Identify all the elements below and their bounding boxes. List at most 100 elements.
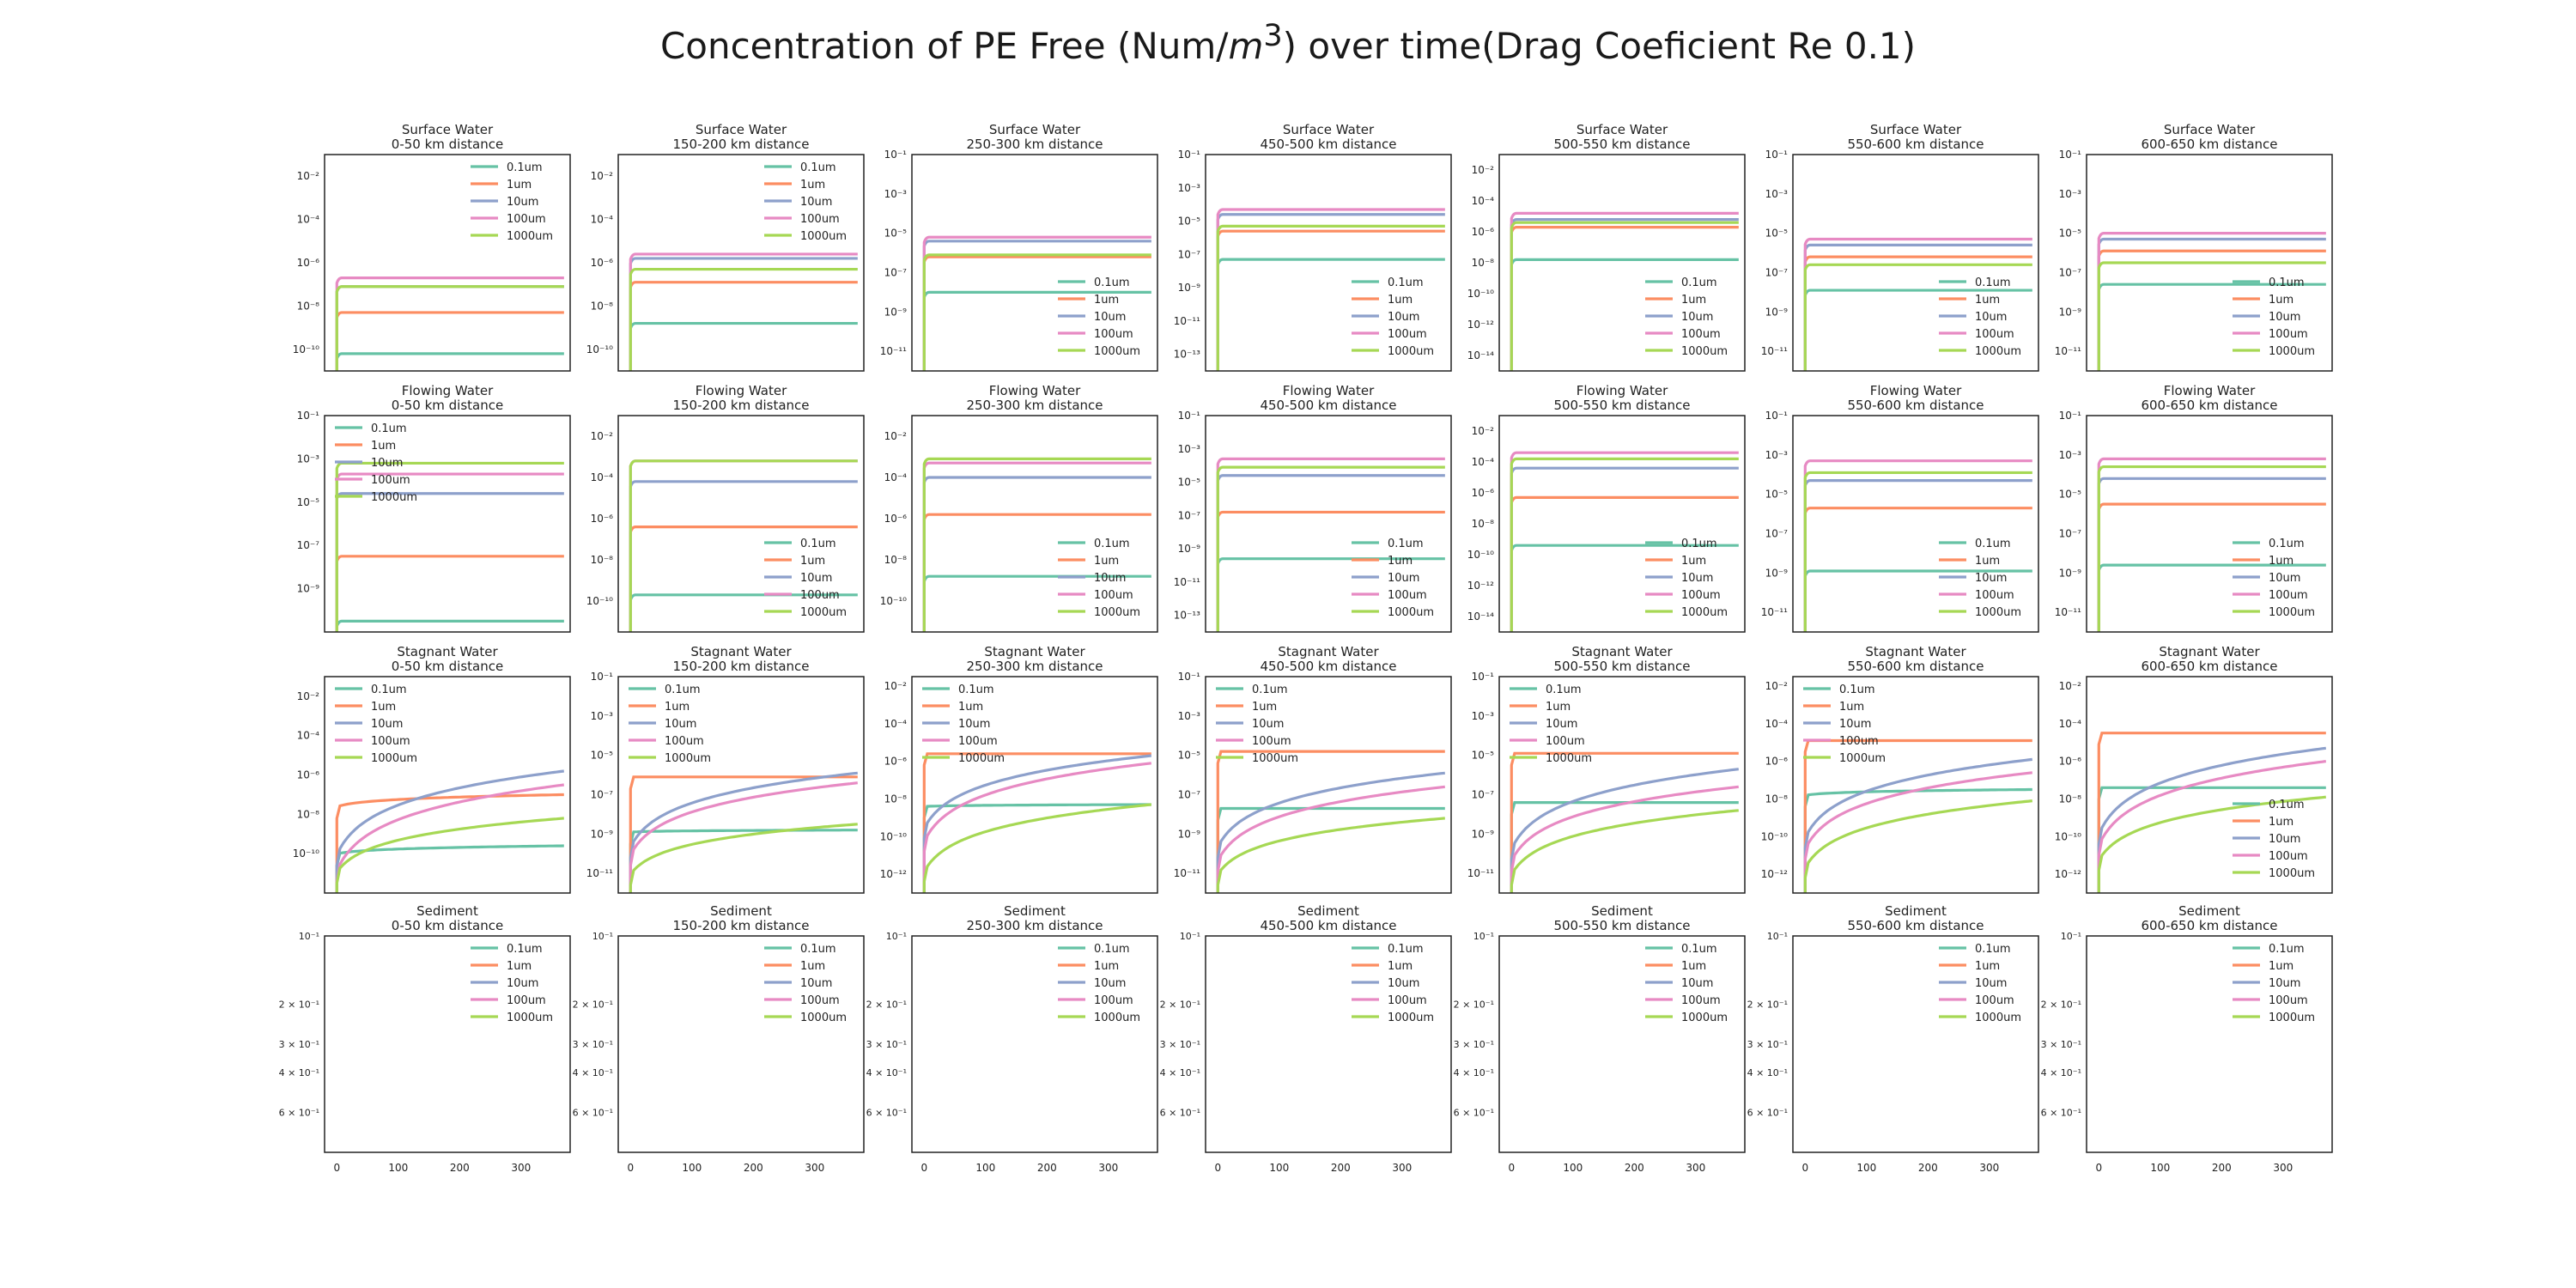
legend-label: 1um <box>1252 701 1277 714</box>
y-tick-label: 10⁻² <box>591 170 614 182</box>
y-tick-label: 10⁻¹ <box>1472 671 1495 683</box>
y-tick-label: 10⁻⁸ <box>1765 793 1789 805</box>
panel-frame <box>911 154 1158 372</box>
legend-label: 1um <box>1388 960 1413 973</box>
y-tick-label: 6 × 10⁻¹ <box>279 1107 319 1118</box>
legend-label: 1um <box>1975 294 2000 307</box>
series-line-1000um <box>629 823 858 893</box>
y-tick-label: 10⁻¹ <box>886 931 907 942</box>
legend-label: 0.1um <box>2269 943 2305 956</box>
y-tick-label: 10⁻³ <box>2059 188 2082 200</box>
series-lines <box>922 752 1151 893</box>
panel-subtitle: 450-500 km distance <box>1260 659 1396 674</box>
y-tick-label: 2 × 10⁻¹ <box>573 999 613 1010</box>
series-line-0_1um <box>1510 801 1739 893</box>
legend-label: 100um <box>1094 994 1133 1007</box>
series-line-1000um <box>1216 224 1445 371</box>
series-line-1um <box>1216 750 1445 893</box>
legend-label: 1um <box>1546 701 1571 714</box>
y-tick-label: 10⁻² <box>1765 680 1789 692</box>
legend-label: 1000um <box>507 230 553 243</box>
y-tick-label: 4 × 10⁻¹ <box>1747 1067 1788 1078</box>
panel-subtitle: 150-200 km distance <box>672 398 809 413</box>
series-line-1um <box>629 775 858 893</box>
y-tick-label: 10⁻¹ <box>1767 931 1788 942</box>
y-tick-label: 10⁻⁵ <box>1178 750 1201 762</box>
x-tick-label: 200 <box>1625 1162 1644 1174</box>
y-tick-label: 10⁻² <box>884 680 908 692</box>
legend-label: 10um <box>1388 572 1419 585</box>
panel-title: Sediment <box>710 903 772 919</box>
series-lines <box>629 252 858 371</box>
legend-label: 1000um <box>371 491 417 504</box>
legend-label: 1um <box>800 960 825 973</box>
y-tick-label: 10⁻⁵ <box>297 496 320 508</box>
y-tick-label: 10⁻⁷ <box>1765 527 1789 539</box>
legend-label: 10um <box>1388 311 1419 324</box>
series-line-1um <box>2097 732 2326 893</box>
legend-label: 100um <box>1975 328 2014 341</box>
legend-label: 1um <box>1094 294 1119 307</box>
series-line-1000um <box>922 803 1151 893</box>
legend-label: 1000um <box>800 1012 847 1024</box>
panel-subtitle: 450-500 km distance <box>1260 918 1396 933</box>
legend: 0.1um 1um 10um 100um 1000um <box>1803 683 1886 765</box>
legend-label: 1000um <box>2269 345 2315 358</box>
panel-title: Surface Water <box>989 122 1081 137</box>
series-line-10um <box>1803 757 2032 893</box>
legend: 0.1um 1um 10um 100um 1000um <box>764 538 847 619</box>
y-tick-label: 10⁻⁸ <box>591 300 614 312</box>
y-tick-label: 10⁻⁶ <box>2059 756 2082 768</box>
legend-label: 1000um <box>1975 606 2021 619</box>
legend-label: 100um <box>800 589 840 602</box>
panel-subtitle: 500-550 km distance <box>1553 137 1690 152</box>
y-tick-label: 4 × 10⁻¹ <box>1160 1067 1200 1078</box>
y-tick-label: 10⁻⁷ <box>884 266 908 278</box>
y-tick-label: 10⁻¹ <box>884 149 908 161</box>
x-tick-label: 300 <box>1098 1162 1118 1174</box>
series-line-10um <box>335 285 564 371</box>
panel-subtitle: 450-500 km distance <box>1260 137 1396 152</box>
legend-label: 0.1um <box>507 161 543 174</box>
y-tick-label: 10⁻⁴ <box>1472 195 1495 207</box>
y-tick-label: 10⁻¹¹ <box>2055 345 2081 357</box>
legend-label: 100um <box>507 213 546 226</box>
series-line-100um <box>1510 451 1739 632</box>
series-line-100um <box>1803 459 2032 632</box>
legend-label: 10um <box>1681 977 1713 990</box>
panel-subtitle: 0-50 km distance <box>392 659 503 674</box>
legend-label: 0.1um <box>1681 276 1717 289</box>
legend-label: 0.1um <box>1681 538 1717 550</box>
panel-subtitle: 500-550 km distance <box>1553 659 1690 674</box>
legend-label: 100um <box>1681 589 1721 602</box>
panel-title: Sediment <box>1591 903 1653 919</box>
y-tick-label: 10⁻⁹ <box>591 828 614 840</box>
y-tick-label: 10⁻⁸ <box>591 554 614 566</box>
series-line-10um <box>335 769 564 893</box>
x-tick-label: 0 <box>627 1162 634 1174</box>
panel-subtitle: 250-300 km distance <box>966 137 1103 152</box>
panel-title: Surface Water <box>402 122 494 137</box>
x-tick-label: 100 <box>388 1162 408 1174</box>
legend-label: 10um <box>1975 311 2007 324</box>
series-line-1000um <box>2097 261 2326 371</box>
legend-label: 0.1um <box>958 683 994 696</box>
y-tick-label: 3 × 10⁻¹ <box>279 1039 319 1050</box>
legend-label: 100um <box>1546 735 1585 748</box>
y-tick-label: 10⁻² <box>591 430 614 442</box>
series-line-1000um <box>922 253 1151 371</box>
y-tick-label: 10⁻⁸ <box>297 808 320 820</box>
y-tick-label: 10⁻¹¹ <box>1761 345 1788 357</box>
title-suffix: ) over time(Drag Coeficient Re 0.1) <box>1282 25 1917 67</box>
panel-frame <box>1498 676 1746 894</box>
series-line-100um <box>335 783 565 893</box>
y-tick-label: 10⁻⁴ <box>297 214 320 226</box>
legend-label: 10um <box>371 718 403 731</box>
x-tick-label: 300 <box>805 1162 824 1174</box>
x-tick-label: 200 <box>450 1162 470 1174</box>
y-tick-label: 10⁻¹⁰ <box>2055 830 2081 842</box>
legend-label: 1um <box>507 960 532 973</box>
